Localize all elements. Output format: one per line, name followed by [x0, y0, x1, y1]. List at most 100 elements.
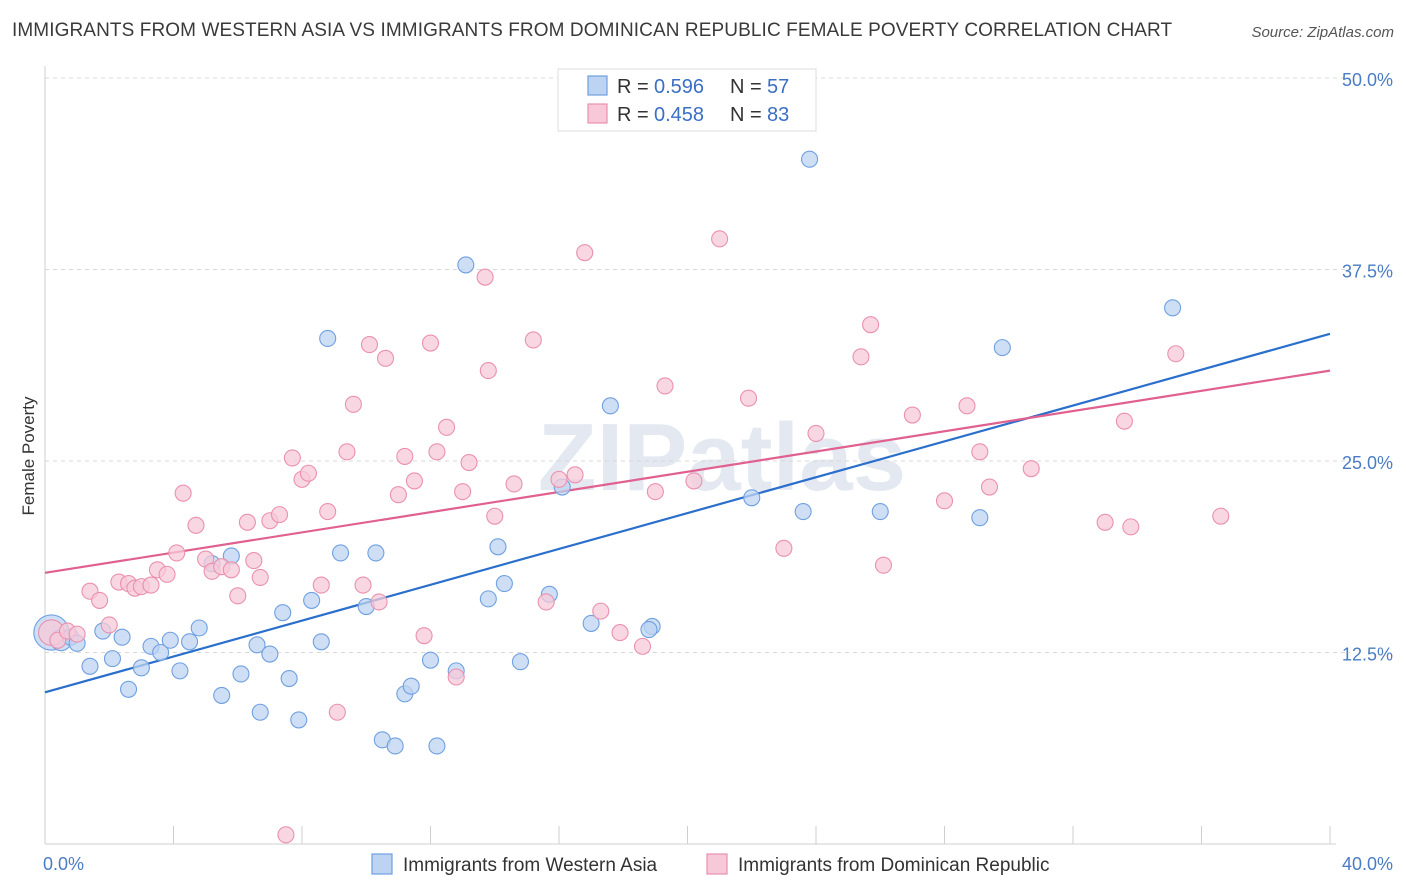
point-dominican-republic [550, 470, 568, 488]
legend: R = 0.596 N = 57 R = 0.458 N = 83 [557, 68, 817, 132]
point-western-asia [601, 397, 619, 415]
point-dominican-republic [270, 506, 289, 524]
point-dominican-republic [360, 336, 379, 354]
point-western-asia [794, 503, 812, 521]
point-dominican-republic [476, 268, 494, 286]
bottom-legend-swatch-western-asia [371, 853, 393, 875]
point-western-asia [132, 659, 150, 677]
bottom-legend-swatch-dominican-republic [706, 853, 728, 875]
point-western-asia [871, 503, 889, 521]
watermark: ZIPatlas [538, 404, 906, 511]
point-dominican-republic [739, 389, 758, 407]
point-western-asia [119, 680, 138, 698]
legend-n-value: 83 [767, 104, 789, 126]
source-credit: Source: ZipAtlas.com [1251, 24, 1394, 41]
legend-r-value: 0.596 [654, 76, 704, 98]
point-dominican-republic [68, 625, 86, 643]
point-dominican-republic [376, 349, 395, 367]
x-tick-labels: 0.0% 40.0% [43, 854, 1393, 874]
point-dominican-republic [592, 602, 610, 620]
point-western-asia [248, 636, 266, 654]
point-dominican-republic [852, 348, 870, 366]
point-dominican-republic [338, 443, 356, 461]
point-dominican-republic [229, 587, 247, 605]
point-western-asia [113, 628, 131, 646]
y-tick-label: 50.0% [1342, 70, 1393, 90]
chart-title: IMMIGRANTS FROM WESTERN ASIA VS IMMIGRAN… [12, 20, 1173, 41]
point-dominican-republic [1022, 460, 1040, 478]
point-dominican-republic [685, 472, 703, 490]
point-dominican-republic [283, 449, 301, 467]
point-dominican-republic [1167, 345, 1185, 363]
point-dominican-republic [405, 472, 423, 490]
grid-lines [45, 77, 1350, 653]
legend-r-label: R = [617, 76, 649, 98]
legend-n-label: N = [730, 104, 762, 126]
point-western-asia [213, 686, 231, 704]
point-dominican-republic [656, 377, 674, 395]
point-dominican-republic [1122, 518, 1140, 536]
point-western-asia [993, 339, 1011, 357]
point-dominican-republic [479, 362, 497, 380]
point-western-asia [190, 619, 208, 637]
point-dominican-republic [251, 568, 269, 586]
point-dominican-republic [807, 424, 825, 442]
y-tick-label: 25.0% [1342, 453, 1393, 473]
point-dominican-republic [1212, 507, 1230, 525]
point-western-asia [582, 614, 600, 632]
point-dominican-republic [299, 464, 317, 482]
point-dominican-republic [428, 443, 446, 461]
x-tick-label: 0.0% [43, 854, 84, 874]
point-western-asia [743, 489, 761, 507]
point-dominican-republic [1115, 412, 1133, 430]
point-dominican-republic [277, 826, 295, 844]
point-dominican-republic [415, 627, 433, 645]
point-dominican-republic [91, 591, 109, 609]
axes [44, 66, 1336, 845]
point-western-asia [801, 150, 819, 168]
trend-line-dominican-republic [44, 369, 1331, 574]
point-western-asia [367, 544, 385, 562]
y-tick-label: 37.5% [1342, 262, 1393, 282]
point-western-asia [479, 590, 497, 608]
point-dominican-republic [935, 492, 954, 510]
point-dominican-republic [245, 552, 263, 570]
point-western-asia [290, 711, 308, 729]
point-western-asia [386, 737, 404, 755]
point-western-asia [261, 645, 279, 663]
point-western-asia [421, 651, 440, 669]
point-western-asia [971, 509, 989, 527]
point-dominican-republic [454, 483, 472, 501]
point-dominican-republic [396, 447, 414, 465]
bottom-legend-label-western-asia: Immigrants from Western Asia [403, 855, 658, 876]
point-dominican-republic [438, 418, 456, 436]
legend-r-value: 0.458 [654, 104, 704, 126]
point-dominican-republic [389, 486, 407, 504]
point-dominican-republic [158, 565, 176, 583]
point-dominican-republic [862, 316, 880, 334]
point-western-asia [152, 643, 170, 662]
point-western-asia [312, 633, 330, 651]
point-dominican-republic [537, 593, 555, 611]
x-tick-label: 40.0% [1342, 854, 1393, 874]
point-dominican-republic [524, 331, 542, 349]
y-tick-labels: 12.5% 25.0% 37.5% 50.0% [1342, 70, 1393, 665]
point-dominican-republic [168, 544, 186, 562]
legend-swatch-western-asia [587, 75, 608, 96]
point-western-asia [511, 653, 530, 671]
point-dominican-republic [1096, 513, 1114, 531]
point-western-asia [171, 662, 189, 680]
point-dominican-republic [142, 576, 160, 594]
point-western-asia [1164, 299, 1182, 317]
legend-r-label: R = [617, 104, 649, 126]
point-dominican-republic [486, 507, 504, 525]
bottom-legend-label-dominican-republic: Immigrants from Dominican Republic [738, 855, 1050, 876]
series-dominican-republic-points [38, 230, 1230, 844]
point-western-asia [181, 633, 199, 651]
point-western-asia [274, 604, 292, 622]
point-dominican-republic [354, 576, 372, 594]
point-dominican-republic [370, 593, 388, 611]
point-western-asia [161, 631, 179, 649]
point-dominican-republic [312, 576, 330, 594]
